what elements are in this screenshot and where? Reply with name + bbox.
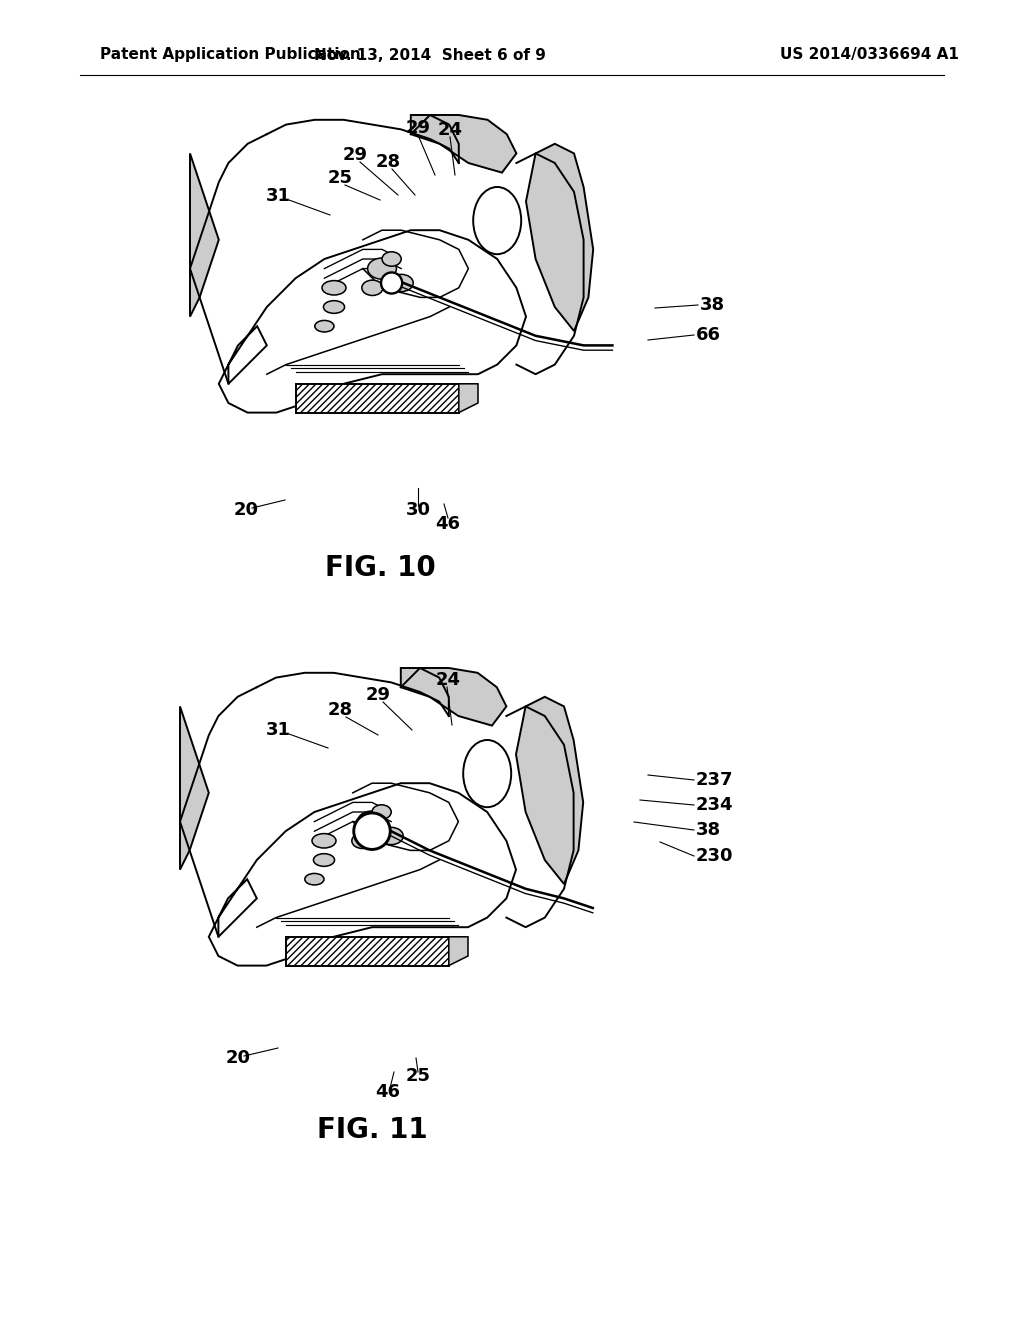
Text: Nov. 13, 2014  Sheet 6 of 9: Nov. 13, 2014 Sheet 6 of 9 <box>314 48 546 62</box>
Polygon shape <box>516 697 584 884</box>
Ellipse shape <box>389 275 414 292</box>
Text: 66: 66 <box>696 326 721 345</box>
Text: 237: 237 <box>696 771 733 789</box>
Ellipse shape <box>313 854 335 866</box>
Ellipse shape <box>368 257 396 279</box>
Ellipse shape <box>357 810 386 832</box>
Text: 29: 29 <box>366 686 390 704</box>
Ellipse shape <box>473 187 521 255</box>
Text: US 2014/0336694 A1: US 2014/0336694 A1 <box>780 48 958 62</box>
Ellipse shape <box>382 252 401 267</box>
Ellipse shape <box>379 828 403 845</box>
Text: 31: 31 <box>265 187 291 205</box>
Ellipse shape <box>312 834 336 847</box>
Text: 29: 29 <box>342 147 368 164</box>
Ellipse shape <box>361 280 383 296</box>
Ellipse shape <box>314 321 334 331</box>
Polygon shape <box>219 230 526 413</box>
Text: Patent Application Publication: Patent Application Publication <box>100 48 360 62</box>
Text: 29: 29 <box>406 119 430 137</box>
Text: 28: 28 <box>328 701 352 719</box>
Polygon shape <box>449 937 468 966</box>
Text: 25: 25 <box>328 169 352 187</box>
Polygon shape <box>180 706 209 870</box>
Ellipse shape <box>322 281 346 294</box>
Circle shape <box>353 813 390 850</box>
Polygon shape <box>400 668 507 726</box>
Polygon shape <box>411 115 516 173</box>
Text: 24: 24 <box>435 671 461 689</box>
Polygon shape <box>190 153 219 317</box>
Text: 234: 234 <box>696 796 733 814</box>
Text: 38: 38 <box>696 821 721 840</box>
Text: 38: 38 <box>700 296 725 314</box>
Text: 20: 20 <box>225 1049 251 1067</box>
Text: 31: 31 <box>265 721 291 739</box>
Text: 230: 230 <box>696 847 733 865</box>
Ellipse shape <box>305 874 324 884</box>
Text: 46: 46 <box>435 515 461 533</box>
Circle shape <box>381 272 402 293</box>
Text: 24: 24 <box>437 121 463 139</box>
Polygon shape <box>209 783 516 966</box>
Text: FIG. 11: FIG. 11 <box>316 1115 427 1144</box>
Text: 25: 25 <box>406 1067 430 1085</box>
Ellipse shape <box>463 741 511 808</box>
Text: 20: 20 <box>233 502 258 519</box>
Polygon shape <box>459 384 478 413</box>
Ellipse shape <box>324 301 344 313</box>
FancyBboxPatch shape <box>296 384 459 413</box>
FancyBboxPatch shape <box>286 937 449 966</box>
Text: 28: 28 <box>376 153 400 172</box>
Ellipse shape <box>352 833 373 849</box>
Text: 30: 30 <box>406 502 430 519</box>
Polygon shape <box>526 144 593 331</box>
Text: FIG. 10: FIG. 10 <box>325 554 435 582</box>
Text: 46: 46 <box>376 1082 400 1101</box>
Ellipse shape <box>372 805 391 820</box>
